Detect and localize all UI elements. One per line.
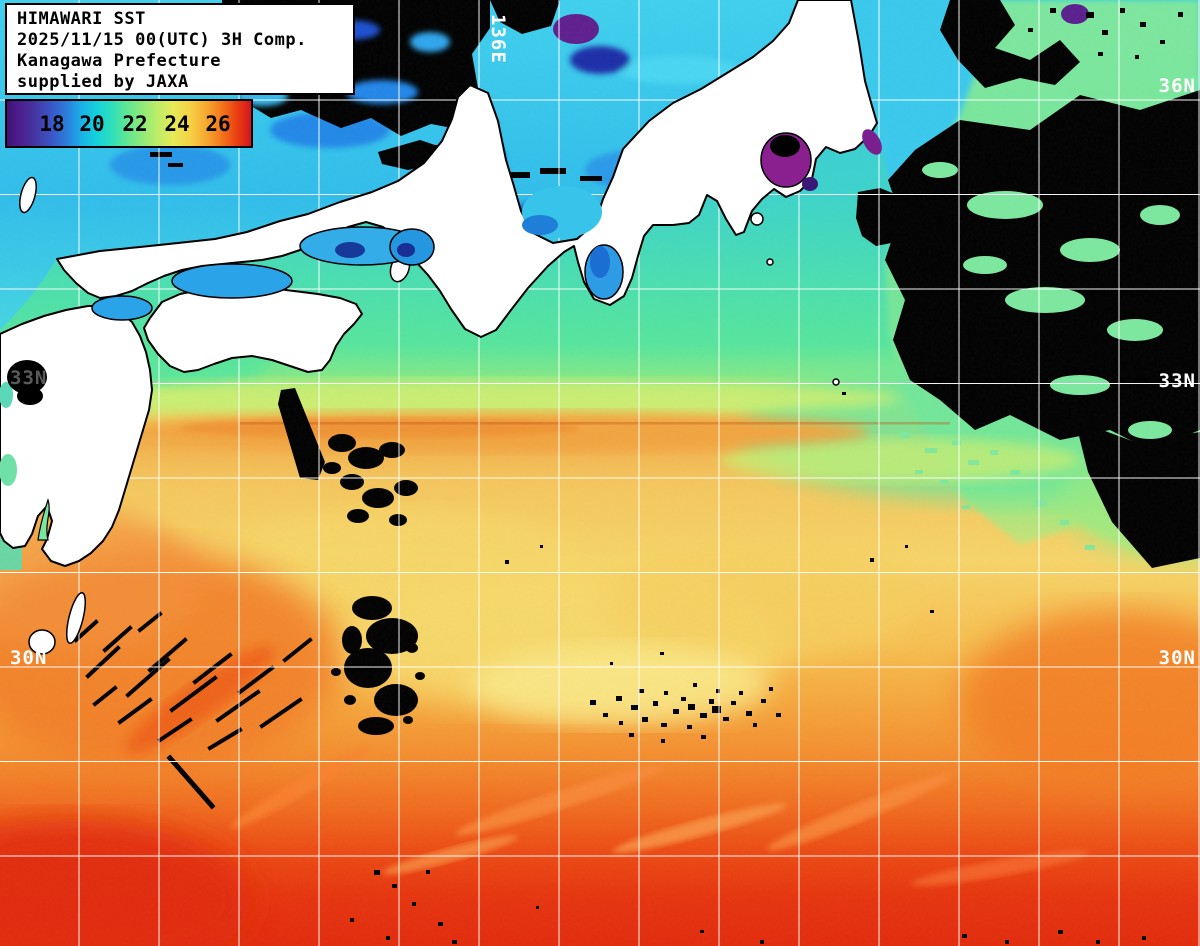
bays <box>0 129 882 541</box>
lat-label-30n-left: 30N <box>10 647 47 669</box>
lat-label-36n-right: 36N <box>1159 75 1196 97</box>
grid-labels-group: 136E 36N 33N 30N 30N 33N <box>7 14 1196 669</box>
lat-label-33n-right: 33N <box>1159 370 1196 392</box>
title-line-region: Kanagawa Prefecture <box>17 51 221 71</box>
lon-label-136e: 136E <box>487 14 509 64</box>
tanegashima-island <box>65 591 87 645</box>
colorbar-gradient <box>7 101 251 146</box>
colorbar-tick-18: 18 <box>39 112 65 136</box>
kagoshima-bay <box>37 498 50 541</box>
coastal-purple-fringe <box>862 129 882 155</box>
suo-nada-bay <box>91 295 153 321</box>
lat-label-33n-left-obscured: 33N <box>7 360 47 405</box>
colorbar-tick-26: 26 <box>205 112 231 136</box>
colorbar-tick-24: 24 <box>164 112 190 136</box>
colorbar-tick-20: 20 <box>79 112 105 136</box>
title-line-product: HIMAWARI SST <box>17 9 146 29</box>
oshima-island <box>750 212 764 226</box>
colorbar-tick-22: 22 <box>122 112 148 136</box>
title-line-credit: supplied by JAXA <box>17 72 189 92</box>
tsushima-island <box>19 176 37 214</box>
lat-label-30n-right: 30N <box>1159 647 1196 669</box>
svg-text:33N: 33N <box>10 367 47 389</box>
title-box: HIMAWARI SST 2025/11/15 00(UTC) 3H Comp.… <box>5 3 355 95</box>
colorbar: 18 20 22 24 26 <box>5 99 253 148</box>
seto-inland-sea-west <box>171 263 293 299</box>
title-line-datetime: 2025/11/15 00(UTC) 3H Comp. <box>17 30 307 50</box>
yakushima-island <box>28 629 56 655</box>
land-group <box>0 0 882 655</box>
